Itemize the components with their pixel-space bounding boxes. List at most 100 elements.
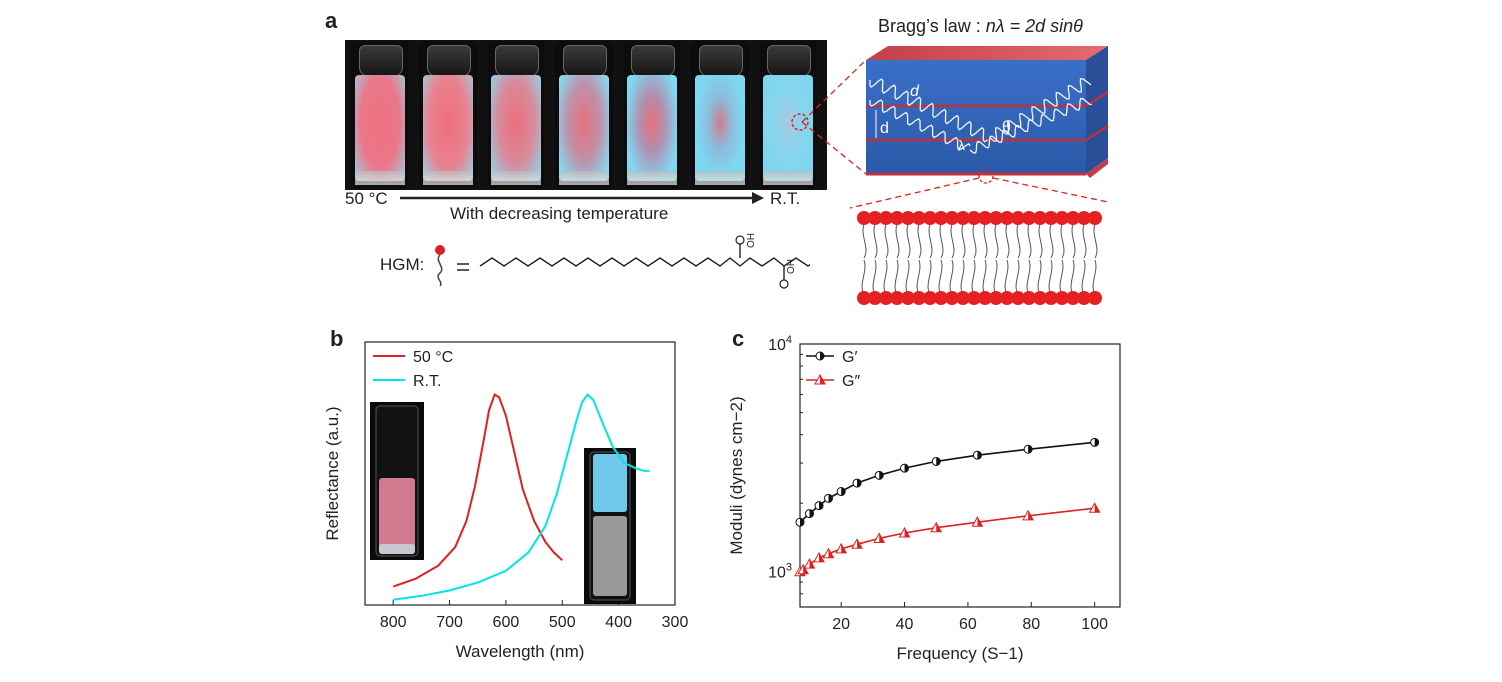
data-point-fill <box>809 509 814 518</box>
lipid-tail <box>1082 223 1087 259</box>
lipid-head <box>923 211 937 225</box>
lipid-tail <box>1071 223 1076 259</box>
lipid-head <box>1033 211 1047 225</box>
lipid-tail <box>1005 223 1010 259</box>
vial-cap <box>427 45 471 77</box>
data-point-fill <box>819 552 825 562</box>
lipid-tail <box>938 259 943 295</box>
hgm-alkyl-chain <box>479 257 810 267</box>
lipid-head <box>1088 291 1102 305</box>
vial-cap <box>495 45 539 77</box>
lipid-tail <box>1049 223 1054 259</box>
vial-gel <box>423 75 473 181</box>
lipid-tail <box>861 259 866 295</box>
legend-marker-fill <box>820 375 825 384</box>
lipid-tail <box>905 259 910 295</box>
lipid-head <box>1000 291 1014 305</box>
carbonyl-oxygen <box>735 235 745 245</box>
vial-base <box>695 171 745 185</box>
lipid-head <box>868 211 882 225</box>
lipid-head <box>890 291 904 305</box>
data-point-fill <box>800 518 804 527</box>
zoom-line-left <box>849 177 980 209</box>
lipid-head <box>945 211 959 225</box>
vial-cap <box>767 45 811 77</box>
vial-gel <box>355 75 405 181</box>
lipid-tail <box>939 223 944 259</box>
data-point-fill <box>841 543 847 553</box>
vial-gel <box>559 75 609 181</box>
vial-photo <box>555 41 613 189</box>
lipid-tail <box>1060 223 1065 259</box>
vial-base <box>355 171 405 185</box>
x-tick-label: 600 <box>493 614 520 631</box>
lipid-head <box>978 211 992 225</box>
lipid-tail <box>1037 259 1042 295</box>
oh-label-1: OH <box>746 233 757 248</box>
lipid-head <box>956 291 970 305</box>
lipid-tail <box>1070 259 1075 295</box>
lipid-tail <box>894 259 899 295</box>
vial-photo <box>759 41 817 189</box>
inset-vial-rt-gel <box>593 454 627 512</box>
data-point-fill <box>828 548 834 558</box>
inset-vial-rt-base <box>593 516 627 596</box>
lipid-tail <box>1015 259 1020 295</box>
data-point-fill <box>879 471 884 480</box>
lipid-head <box>879 211 893 225</box>
vial-photo <box>351 41 409 189</box>
data-point-fill <box>936 522 942 532</box>
data-point-fill <box>977 517 983 527</box>
vial-photo <box>419 41 477 189</box>
lipid-head <box>868 291 882 305</box>
reflectance-chart: 800 700 600 500 400 300 Wavelength (nm) Reflect… <box>323 341 689 661</box>
lipid-tail <box>1026 259 1031 295</box>
lipid-head <box>989 291 1003 305</box>
d-label: d <box>880 120 889 137</box>
lipid-head <box>956 211 970 225</box>
lipid-head <box>967 211 981 225</box>
arrow-head <box>752 192 764 204</box>
legend-label: R.T. <box>413 373 441 390</box>
vial-cap <box>563 45 607 77</box>
moduli-chart: 20 40 60 80 100 103 104 Frequency (S−1) Moduli (… <box>727 334 1121 663</box>
plot-frame <box>364 341 676 606</box>
carbonyl-oxygen-2 <box>779 279 789 289</box>
data-point-fill <box>803 564 809 574</box>
bragg-law-equation: nλ = 2d sinθ <box>985 16 1083 36</box>
lipid-tail <box>993 259 998 295</box>
x-tick-label: 300 <box>662 614 689 631</box>
lipid-head <box>857 211 871 225</box>
series-line-g-double-prime <box>799 507 1095 573</box>
inset-vial-50c-gel <box>379 478 415 554</box>
temperature-arrow: 50 °C R.T. <box>345 189 800 208</box>
lipid-head <box>1077 291 1091 305</box>
lipid-tail <box>916 259 921 295</box>
lipid-head <box>1044 291 1058 305</box>
lipid-tail <box>971 259 976 295</box>
theta-label: θ <box>1002 119 1011 136</box>
lipid-tail <box>1059 259 1064 295</box>
vial-gel <box>627 75 677 181</box>
vial-base <box>627 171 677 185</box>
incident-wave-2 <box>869 99 971 151</box>
start-temp-label: 50 °C <box>345 189 388 208</box>
vial-cap <box>699 45 743 77</box>
end-temp-label: R.T. <box>770 189 800 208</box>
lipid-head <box>1055 291 1069 305</box>
reflected-wave-2 <box>969 97 1092 154</box>
d-label-italic: d <box>910 83 920 100</box>
legend-label: G″ <box>842 373 860 390</box>
lipid-head <box>1033 291 1047 305</box>
lipid-tail <box>1004 259 1009 295</box>
decreasing-temperature-caption: With decreasing temperature <box>450 204 669 223</box>
lipid-tail <box>1092 259 1097 295</box>
vial-gel <box>695 75 745 181</box>
lipid-head <box>1011 291 1025 305</box>
lipid-head <box>1077 211 1091 225</box>
vial-cap <box>359 45 403 77</box>
data-point-fill <box>819 501 824 510</box>
layer-side-face <box>1086 46 1108 174</box>
layer-front-face <box>866 60 1086 174</box>
lipid-head <box>923 291 937 305</box>
